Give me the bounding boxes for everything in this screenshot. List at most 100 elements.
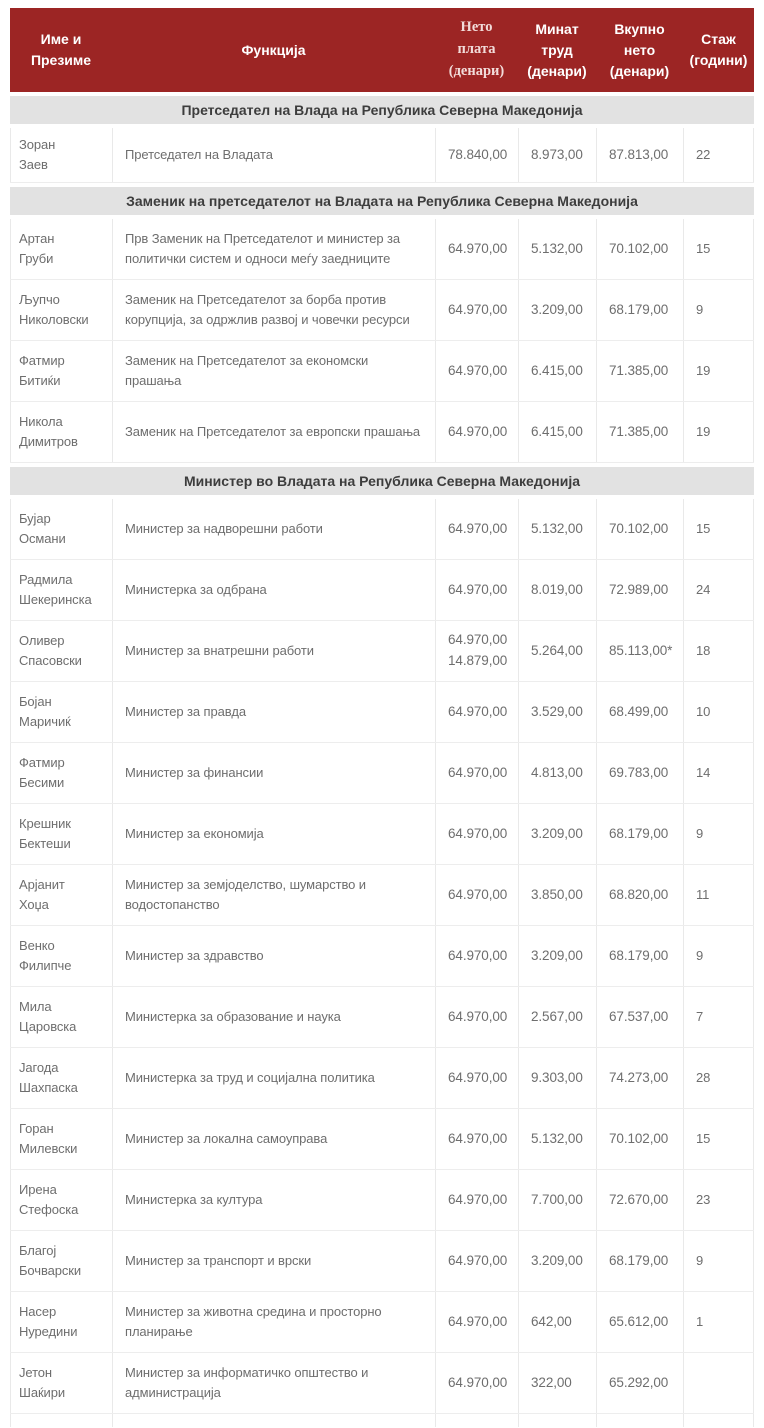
cell-name: Горан Милевски: [10, 1109, 112, 1170]
cell-net: 64.970,00: [435, 280, 518, 341]
cell-years: 15: [683, 1109, 754, 1170]
cell-function: Министер за транспорт и врски: [112, 1231, 435, 1292]
cell-name: Ирена Стефоска: [10, 1170, 112, 1231]
col-header-years: Стаж (години): [689, 31, 748, 68]
cell-years: 11: [683, 865, 754, 926]
cell-net: 64.970,00: [435, 560, 518, 621]
cell-years: 28: [683, 1048, 754, 1109]
cell-total: 85.113,00*: [596, 621, 683, 682]
cell-total: 70.102,00: [596, 219, 683, 280]
cell-years: 10: [683, 682, 754, 743]
cutoff-cell: [10, 1414, 112, 1428]
table-row: Јагода Шахпаска Министерка за труд и соци…: [10, 1048, 754, 1110]
cell-function: Прв Заменик на Претседателот и министер …: [112, 219, 435, 280]
cell-name: Јетон Шаќири: [10, 1353, 112, 1414]
cell-years: 19: [683, 341, 754, 402]
cell-past: 5.132,00: [518, 499, 596, 560]
cell-past: 3.529,00: [518, 682, 596, 743]
cell-total: 68.179,00: [596, 926, 683, 987]
cell-years: 22: [683, 128, 754, 183]
cell-years: 9: [683, 926, 754, 987]
cell-years: 19: [683, 402, 754, 463]
cell-function: Министерка за одбрана: [112, 560, 435, 621]
cell-name: Радмила Шекеринска: [10, 560, 112, 621]
cell-function: Претседател на Владата: [112, 128, 435, 183]
cell-net: 64.970,00: [435, 682, 518, 743]
cell-years: 15: [683, 219, 754, 280]
cutoff-row: [10, 1414, 754, 1428]
cell-function: Министер за животна средина и просторно …: [112, 1292, 435, 1353]
cell-net: 64.970,00: [435, 743, 518, 804]
cell-total: 71.385,00: [596, 402, 683, 463]
table-row: Насер Нуредини Министер за животна средин…: [10, 1292, 754, 1354]
cell-past: 5.132,00: [518, 1109, 596, 1170]
cell-past: 7.700,00: [518, 1170, 596, 1231]
cell-years: 1: [683, 1292, 754, 1353]
cell-name: Мила Царовска: [10, 987, 112, 1048]
cell-net: 64.970,00: [435, 219, 518, 280]
cell-total: 72.989,00: [596, 560, 683, 621]
cell-net: 64.970,00: [435, 804, 518, 865]
col-header-total-net: Вкупно нето (денари): [609, 20, 670, 79]
cell-past: 6.415,00: [518, 341, 596, 402]
table-row: Зоран Заев Претседател на Владата 78.840,0…: [10, 128, 754, 184]
cell-total: 65.292,00: [596, 1353, 683, 1414]
cell-net: 64.970,00: [435, 341, 518, 402]
cell-total: 69.783,00: [596, 743, 683, 804]
cell-function: Министер за економија: [112, 804, 435, 865]
cell-net: 64.970,00: [435, 1292, 518, 1353]
cell-name: Крешник Бектеши: [10, 804, 112, 865]
table-row: Мила Царовска Министерка за образование и…: [10, 987, 754, 1049]
cell-years: 15: [683, 499, 754, 560]
cell-total: 71.385,00: [596, 341, 683, 402]
col-header-name: Име и Презиме: [30, 31, 92, 68]
cell-net: 64.970,00: [435, 1231, 518, 1292]
table-header-row: Име и Презиме Функција Нето плата (денар…: [10, 8, 754, 92]
cell-function: Министерка за труд и социјална политика: [112, 1048, 435, 1109]
table-row: Артан Груби Прв Заменик на Претседателот …: [10, 219, 754, 281]
cell-net: 64.970,00: [435, 926, 518, 987]
cell-past: 3.209,00: [518, 1231, 596, 1292]
cell-past: 3.209,00: [518, 280, 596, 341]
table-row: Арјанит Хоџа Министер за земјоделство, шу…: [10, 865, 754, 927]
col-header-function: Функција: [241, 41, 306, 58]
cell-years: 7: [683, 987, 754, 1048]
table-row: Оливер Спасовски Министер за внатрешни ра…: [10, 621, 754, 683]
cell-name: Артан Груби: [10, 219, 112, 280]
col-header-net-salary: Нето плата (денари): [448, 19, 505, 79]
cell-function: Министер за внатрешни работи: [112, 621, 435, 682]
cell-name: Венко Филипче: [10, 926, 112, 987]
cell-name: Зоран Заев: [10, 128, 112, 183]
cell-past: 3.850,00: [518, 865, 596, 926]
cell-years: [683, 1353, 754, 1414]
section-header: Министер во Владата на Република Северна…: [10, 463, 754, 500]
table-row: Горан Милевски Министер за локална самоуп…: [10, 1109, 754, 1171]
cell-past: 2.567,00: [518, 987, 596, 1048]
table-row: Никола Димитров Заменик на Претседателот …: [10, 402, 754, 464]
cell-past: 8.019,00: [518, 560, 596, 621]
col-header-past-work: Минат труд (денари): [527, 20, 587, 79]
cell-total: 67.537,00: [596, 987, 683, 1048]
cell-name: Фатмир Битиќи: [10, 341, 112, 402]
cell-function: Заменик на Претседателот за економски пр…: [112, 341, 435, 402]
cell-total: 74.273,00: [596, 1048, 683, 1109]
table-row: Благој Бочварски Министер за транспорт и …: [10, 1231, 754, 1293]
cell-years: 14: [683, 743, 754, 804]
cutoff-cell: [683, 1414, 754, 1428]
table-row: Венко Филипче Министер за здравство 64.970…: [10, 926, 754, 988]
government-salary-table: Име и Презиме Функција Нето плата (денар…: [10, 8, 754, 1428]
cell-past: 5.132,00: [518, 219, 596, 280]
cell-total: 68.179,00: [596, 804, 683, 865]
cell-past: 5.264,00: [518, 621, 596, 682]
cell-function: Министерка за култура: [112, 1170, 435, 1231]
cell-name: Бујар Османи: [10, 499, 112, 560]
table-row: Фатмир Битиќи Заменик на Претседателот за…: [10, 341, 754, 403]
cell-net: 64.970,00: [435, 499, 518, 560]
cell-total: 68.499,00: [596, 682, 683, 743]
cell-net: 64.970,00: [435, 987, 518, 1048]
cell-years: 9: [683, 280, 754, 341]
cell-function: Министер за правда: [112, 682, 435, 743]
cell-total: 72.670,00: [596, 1170, 683, 1231]
cell-net: 64.970,00: [435, 1170, 518, 1231]
cell-net: 64.970,00 14.879,00: [435, 621, 518, 682]
